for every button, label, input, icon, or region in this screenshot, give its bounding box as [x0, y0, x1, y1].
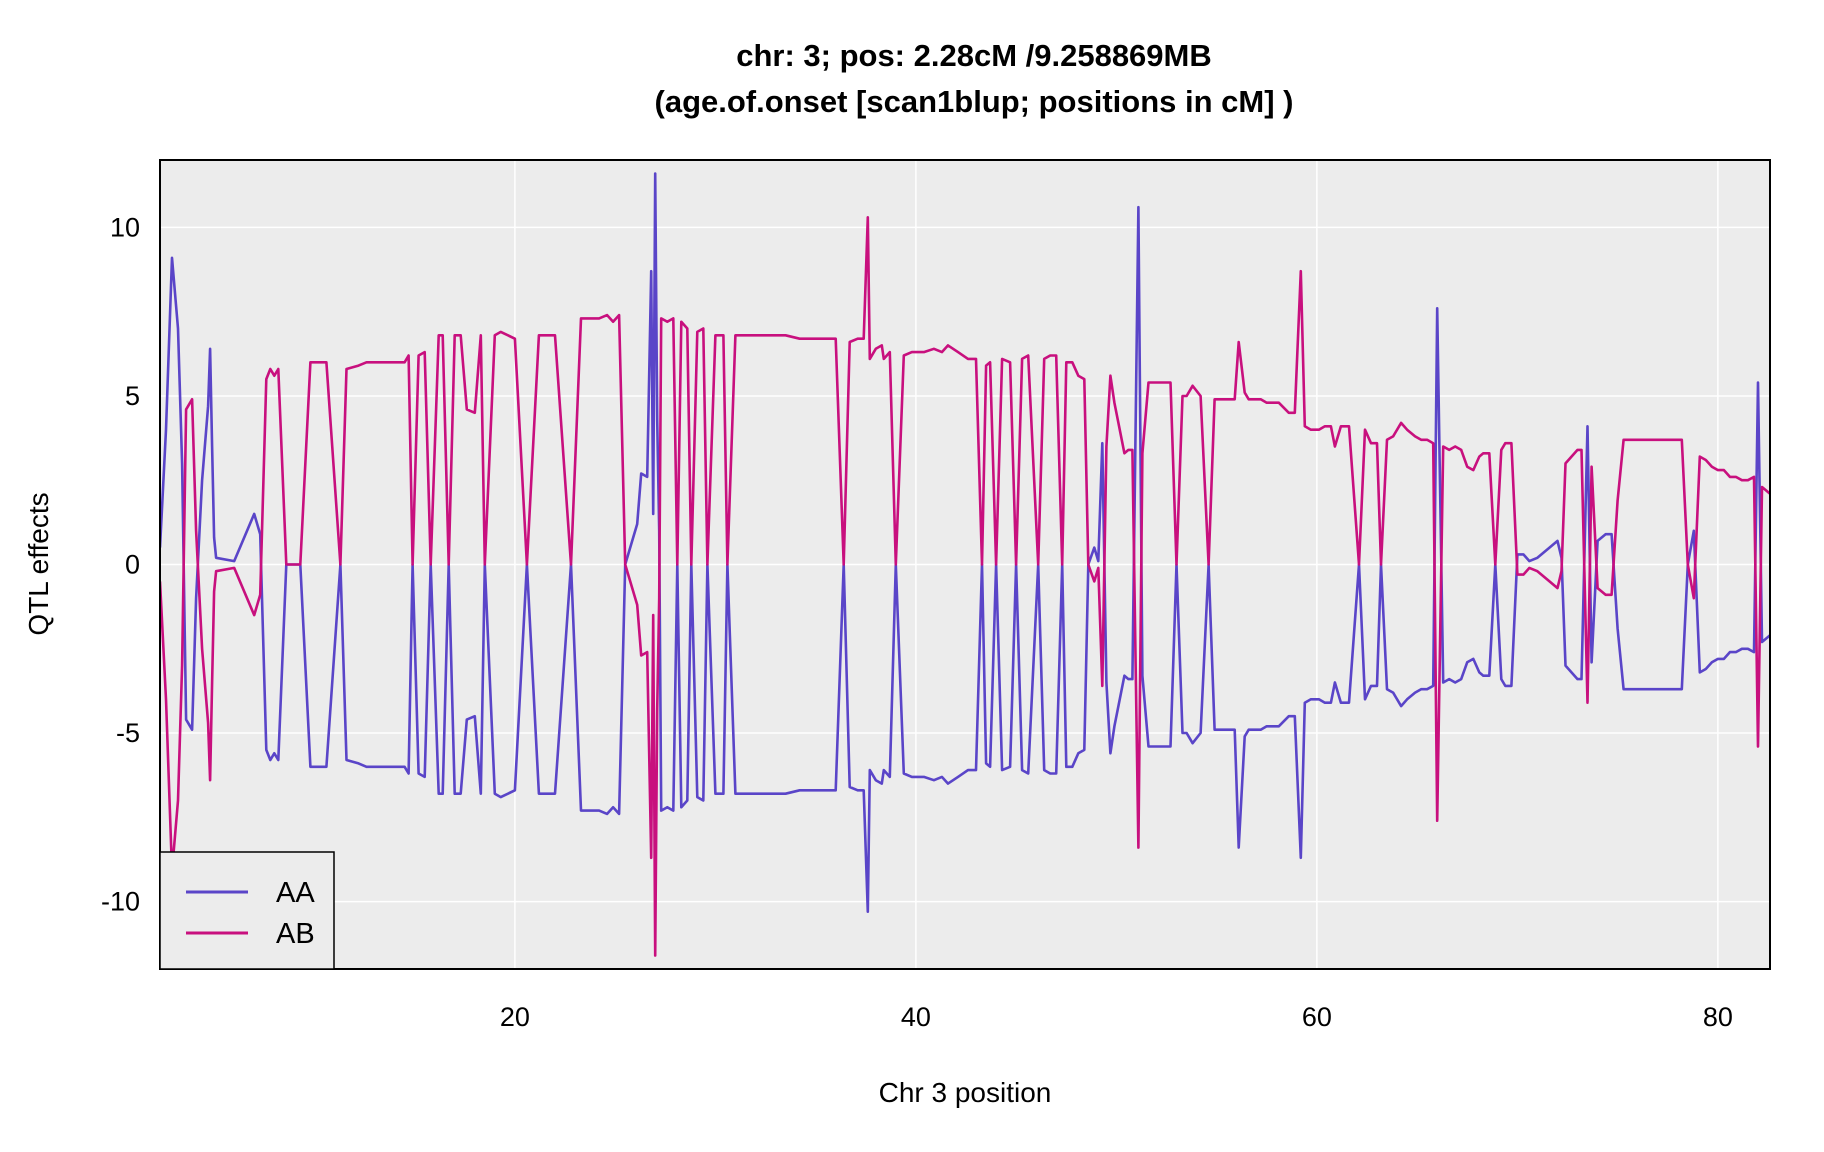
- x-tick-label-80: 80: [1703, 1002, 1733, 1032]
- x-tick-label-40: 40: [901, 1002, 931, 1032]
- x-tick-label-20: 20: [500, 1002, 530, 1032]
- series-layer: [160, 172, 1770, 957]
- x-axis-ticks: 20 40 60 80: [500, 1002, 1733, 1032]
- y-tick-label--10: -10: [101, 887, 140, 917]
- y-axis-label: QTL effects: [23, 492, 54, 635]
- series-line-ab: [160, 216, 1770, 957]
- chart-title: chr: 3; pos: 2.28cM /9.258869MB: [736, 38, 1212, 73]
- x-tick-label-60: 60: [1302, 1002, 1332, 1032]
- y-tick-label-5: 5: [125, 381, 140, 411]
- x-axis-label: Chr 3 position: [879, 1077, 1052, 1108]
- y-tick-label-0: 0: [125, 550, 140, 580]
- legend-box: [159, 851, 335, 970]
- y-tick-label--5: -5: [116, 718, 140, 748]
- legend-label-aa: AA: [276, 877, 315, 909]
- y-tick-label-10: 10: [110, 212, 140, 242]
- y-axis-ticks: -10 -5 0 5 10: [101, 212, 140, 916]
- plot-frame: [159, 159, 1771, 970]
- legend-label-ab: AB: [276, 918, 315, 950]
- legend: AA AB: [159, 851, 335, 970]
- grid-lines: [160, 160, 1770, 969]
- series-line-aa: [160, 172, 1770, 914]
- chart-subtitle: (age.of.onset [scan1blup; positions in c…: [655, 84, 1294, 119]
